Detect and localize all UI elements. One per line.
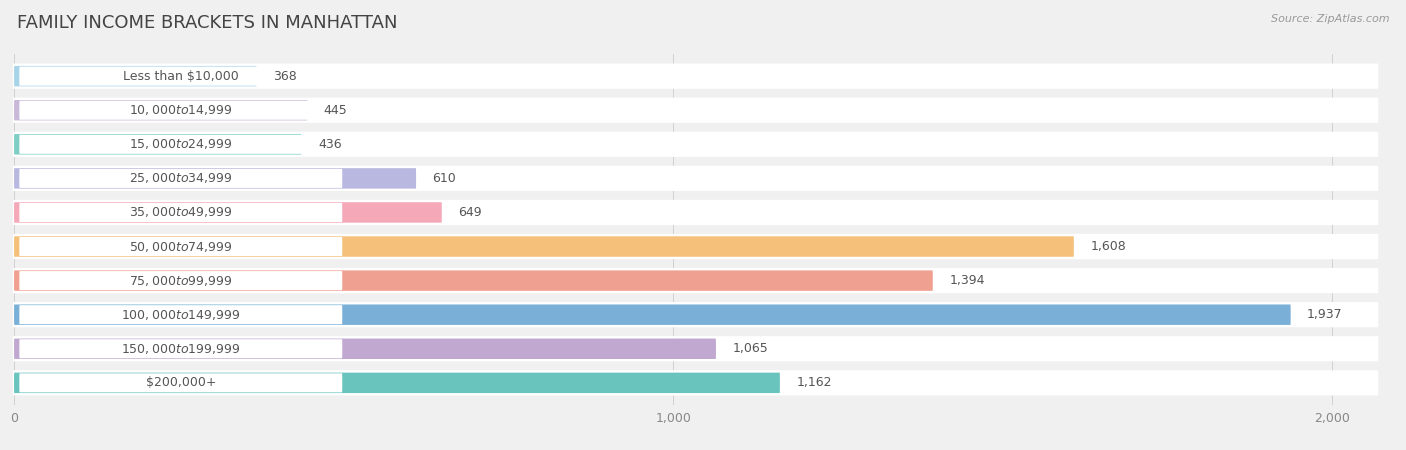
Text: $200,000+: $200,000+ — [146, 376, 217, 389]
Text: $25,000 to $34,999: $25,000 to $34,999 — [129, 171, 232, 185]
Text: 649: 649 — [458, 206, 482, 219]
FancyBboxPatch shape — [20, 101, 342, 120]
FancyBboxPatch shape — [13, 200, 1378, 225]
FancyBboxPatch shape — [20, 339, 342, 358]
FancyBboxPatch shape — [13, 132, 1378, 157]
Text: 1,394: 1,394 — [949, 274, 984, 287]
Text: $15,000 to $24,999: $15,000 to $24,999 — [129, 137, 232, 151]
Text: 1,608: 1,608 — [1090, 240, 1126, 253]
FancyBboxPatch shape — [13, 370, 1378, 396]
FancyBboxPatch shape — [14, 373, 780, 393]
FancyBboxPatch shape — [20, 237, 342, 256]
FancyBboxPatch shape — [13, 98, 1378, 123]
FancyBboxPatch shape — [14, 202, 441, 223]
Text: $50,000 to $74,999: $50,000 to $74,999 — [129, 239, 232, 253]
Text: 368: 368 — [273, 70, 297, 83]
Text: $35,000 to $49,999: $35,000 to $49,999 — [129, 206, 232, 220]
FancyBboxPatch shape — [20, 374, 342, 392]
Text: $100,000 to $149,999: $100,000 to $149,999 — [121, 308, 240, 322]
Text: $75,000 to $99,999: $75,000 to $99,999 — [129, 274, 232, 288]
FancyBboxPatch shape — [14, 66, 257, 86]
FancyBboxPatch shape — [13, 336, 1378, 361]
FancyBboxPatch shape — [20, 169, 342, 188]
Text: 1,162: 1,162 — [796, 376, 832, 389]
FancyBboxPatch shape — [20, 305, 342, 324]
FancyBboxPatch shape — [20, 135, 342, 154]
FancyBboxPatch shape — [20, 203, 342, 222]
Text: Source: ZipAtlas.com: Source: ZipAtlas.com — [1271, 14, 1389, 23]
FancyBboxPatch shape — [14, 270, 932, 291]
FancyBboxPatch shape — [13, 302, 1378, 327]
FancyBboxPatch shape — [13, 268, 1378, 293]
Text: 1,065: 1,065 — [733, 342, 768, 355]
Text: FAMILY INCOME BRACKETS IN MANHATTAN: FAMILY INCOME BRACKETS IN MANHATTAN — [17, 14, 398, 32]
Text: $150,000 to $199,999: $150,000 to $199,999 — [121, 342, 240, 356]
Text: Less than $10,000: Less than $10,000 — [122, 70, 239, 83]
FancyBboxPatch shape — [13, 63, 1378, 89]
FancyBboxPatch shape — [14, 100, 308, 121]
Text: 610: 610 — [433, 172, 457, 185]
Text: $10,000 to $14,999: $10,000 to $14,999 — [129, 103, 232, 117]
FancyBboxPatch shape — [14, 168, 416, 189]
FancyBboxPatch shape — [14, 134, 301, 154]
FancyBboxPatch shape — [14, 338, 716, 359]
Text: 1,937: 1,937 — [1308, 308, 1343, 321]
FancyBboxPatch shape — [14, 305, 1291, 325]
FancyBboxPatch shape — [20, 67, 342, 86]
FancyBboxPatch shape — [14, 236, 1074, 257]
Text: 436: 436 — [318, 138, 342, 151]
Text: 445: 445 — [323, 104, 347, 117]
FancyBboxPatch shape — [20, 271, 342, 290]
FancyBboxPatch shape — [13, 234, 1378, 259]
FancyBboxPatch shape — [13, 166, 1378, 191]
